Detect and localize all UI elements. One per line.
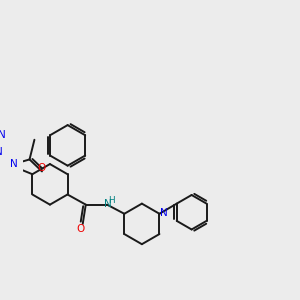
Text: O: O — [37, 163, 45, 173]
Text: N: N — [160, 208, 168, 218]
Text: N: N — [0, 147, 3, 157]
Text: N: N — [0, 130, 6, 140]
Text: N: N — [104, 199, 112, 209]
Text: N: N — [10, 159, 18, 169]
Text: O: O — [77, 224, 85, 233]
Text: H: H — [108, 196, 115, 205]
